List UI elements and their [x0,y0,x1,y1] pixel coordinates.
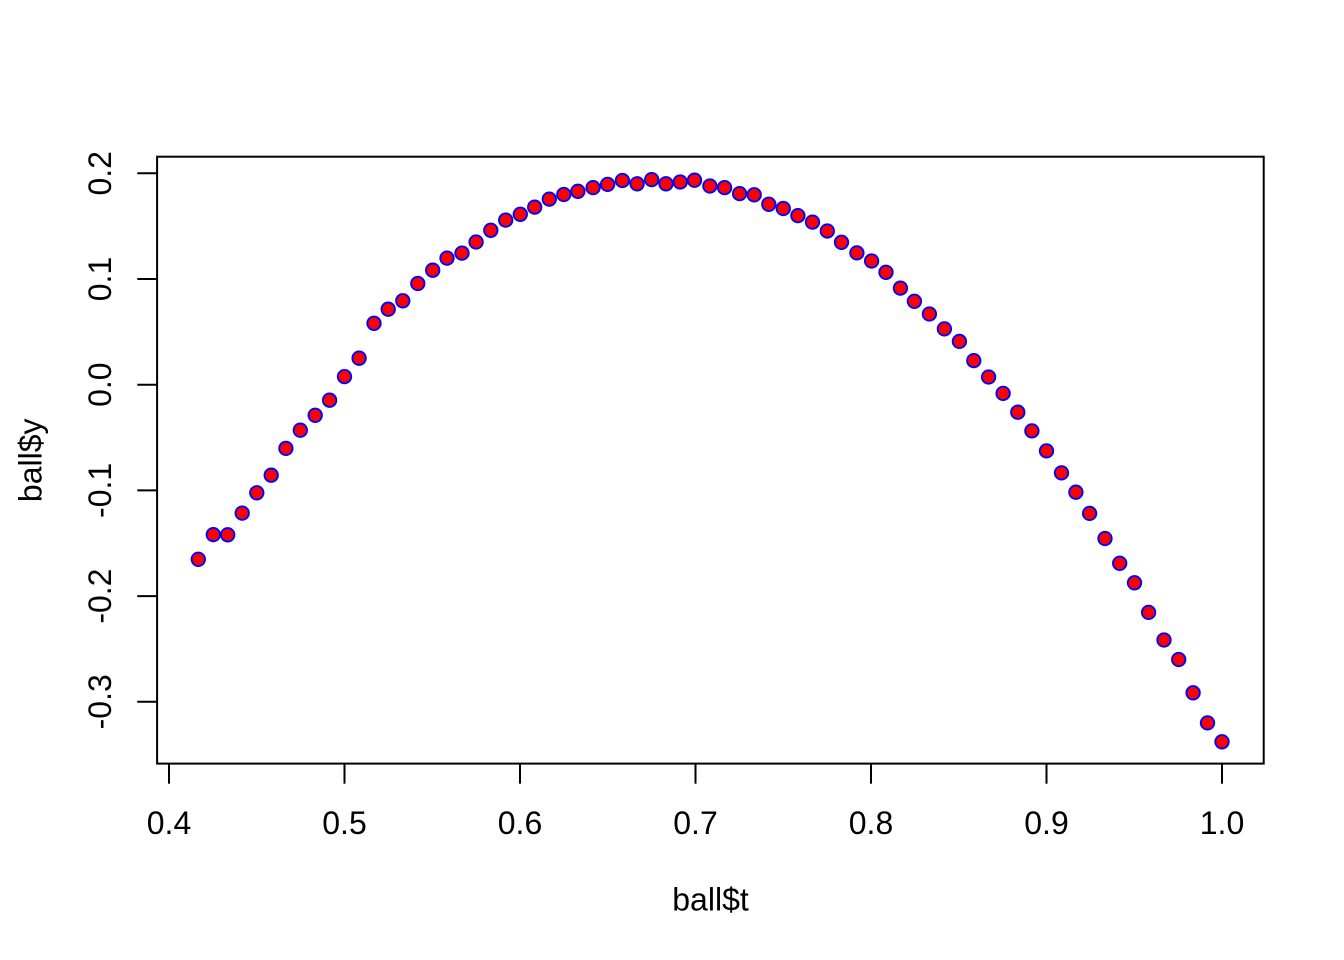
svg-text:-0.3: -0.3 [82,674,118,729]
svg-text:0.1: 0.1 [82,257,118,301]
svg-text:ball$t: ball$t [672,882,749,918]
svg-text:0.9: 0.9 [1024,805,1068,841]
svg-text:0.5: 0.5 [322,805,366,841]
svg-text:0.2: 0.2 [82,151,118,195]
svg-text:-0.1: -0.1 [82,463,118,518]
svg-text:0.7: 0.7 [673,805,717,841]
svg-text:-0.2: -0.2 [82,569,118,624]
svg-text:0.4: 0.4 [147,805,191,841]
svg-text:0.6: 0.6 [498,805,542,841]
svg-text:0.0: 0.0 [82,362,118,406]
svg-text:0.8: 0.8 [849,805,893,841]
svg-text:ball$y: ball$y [12,418,48,502]
svg-text:1.0: 1.0 [1200,805,1244,841]
